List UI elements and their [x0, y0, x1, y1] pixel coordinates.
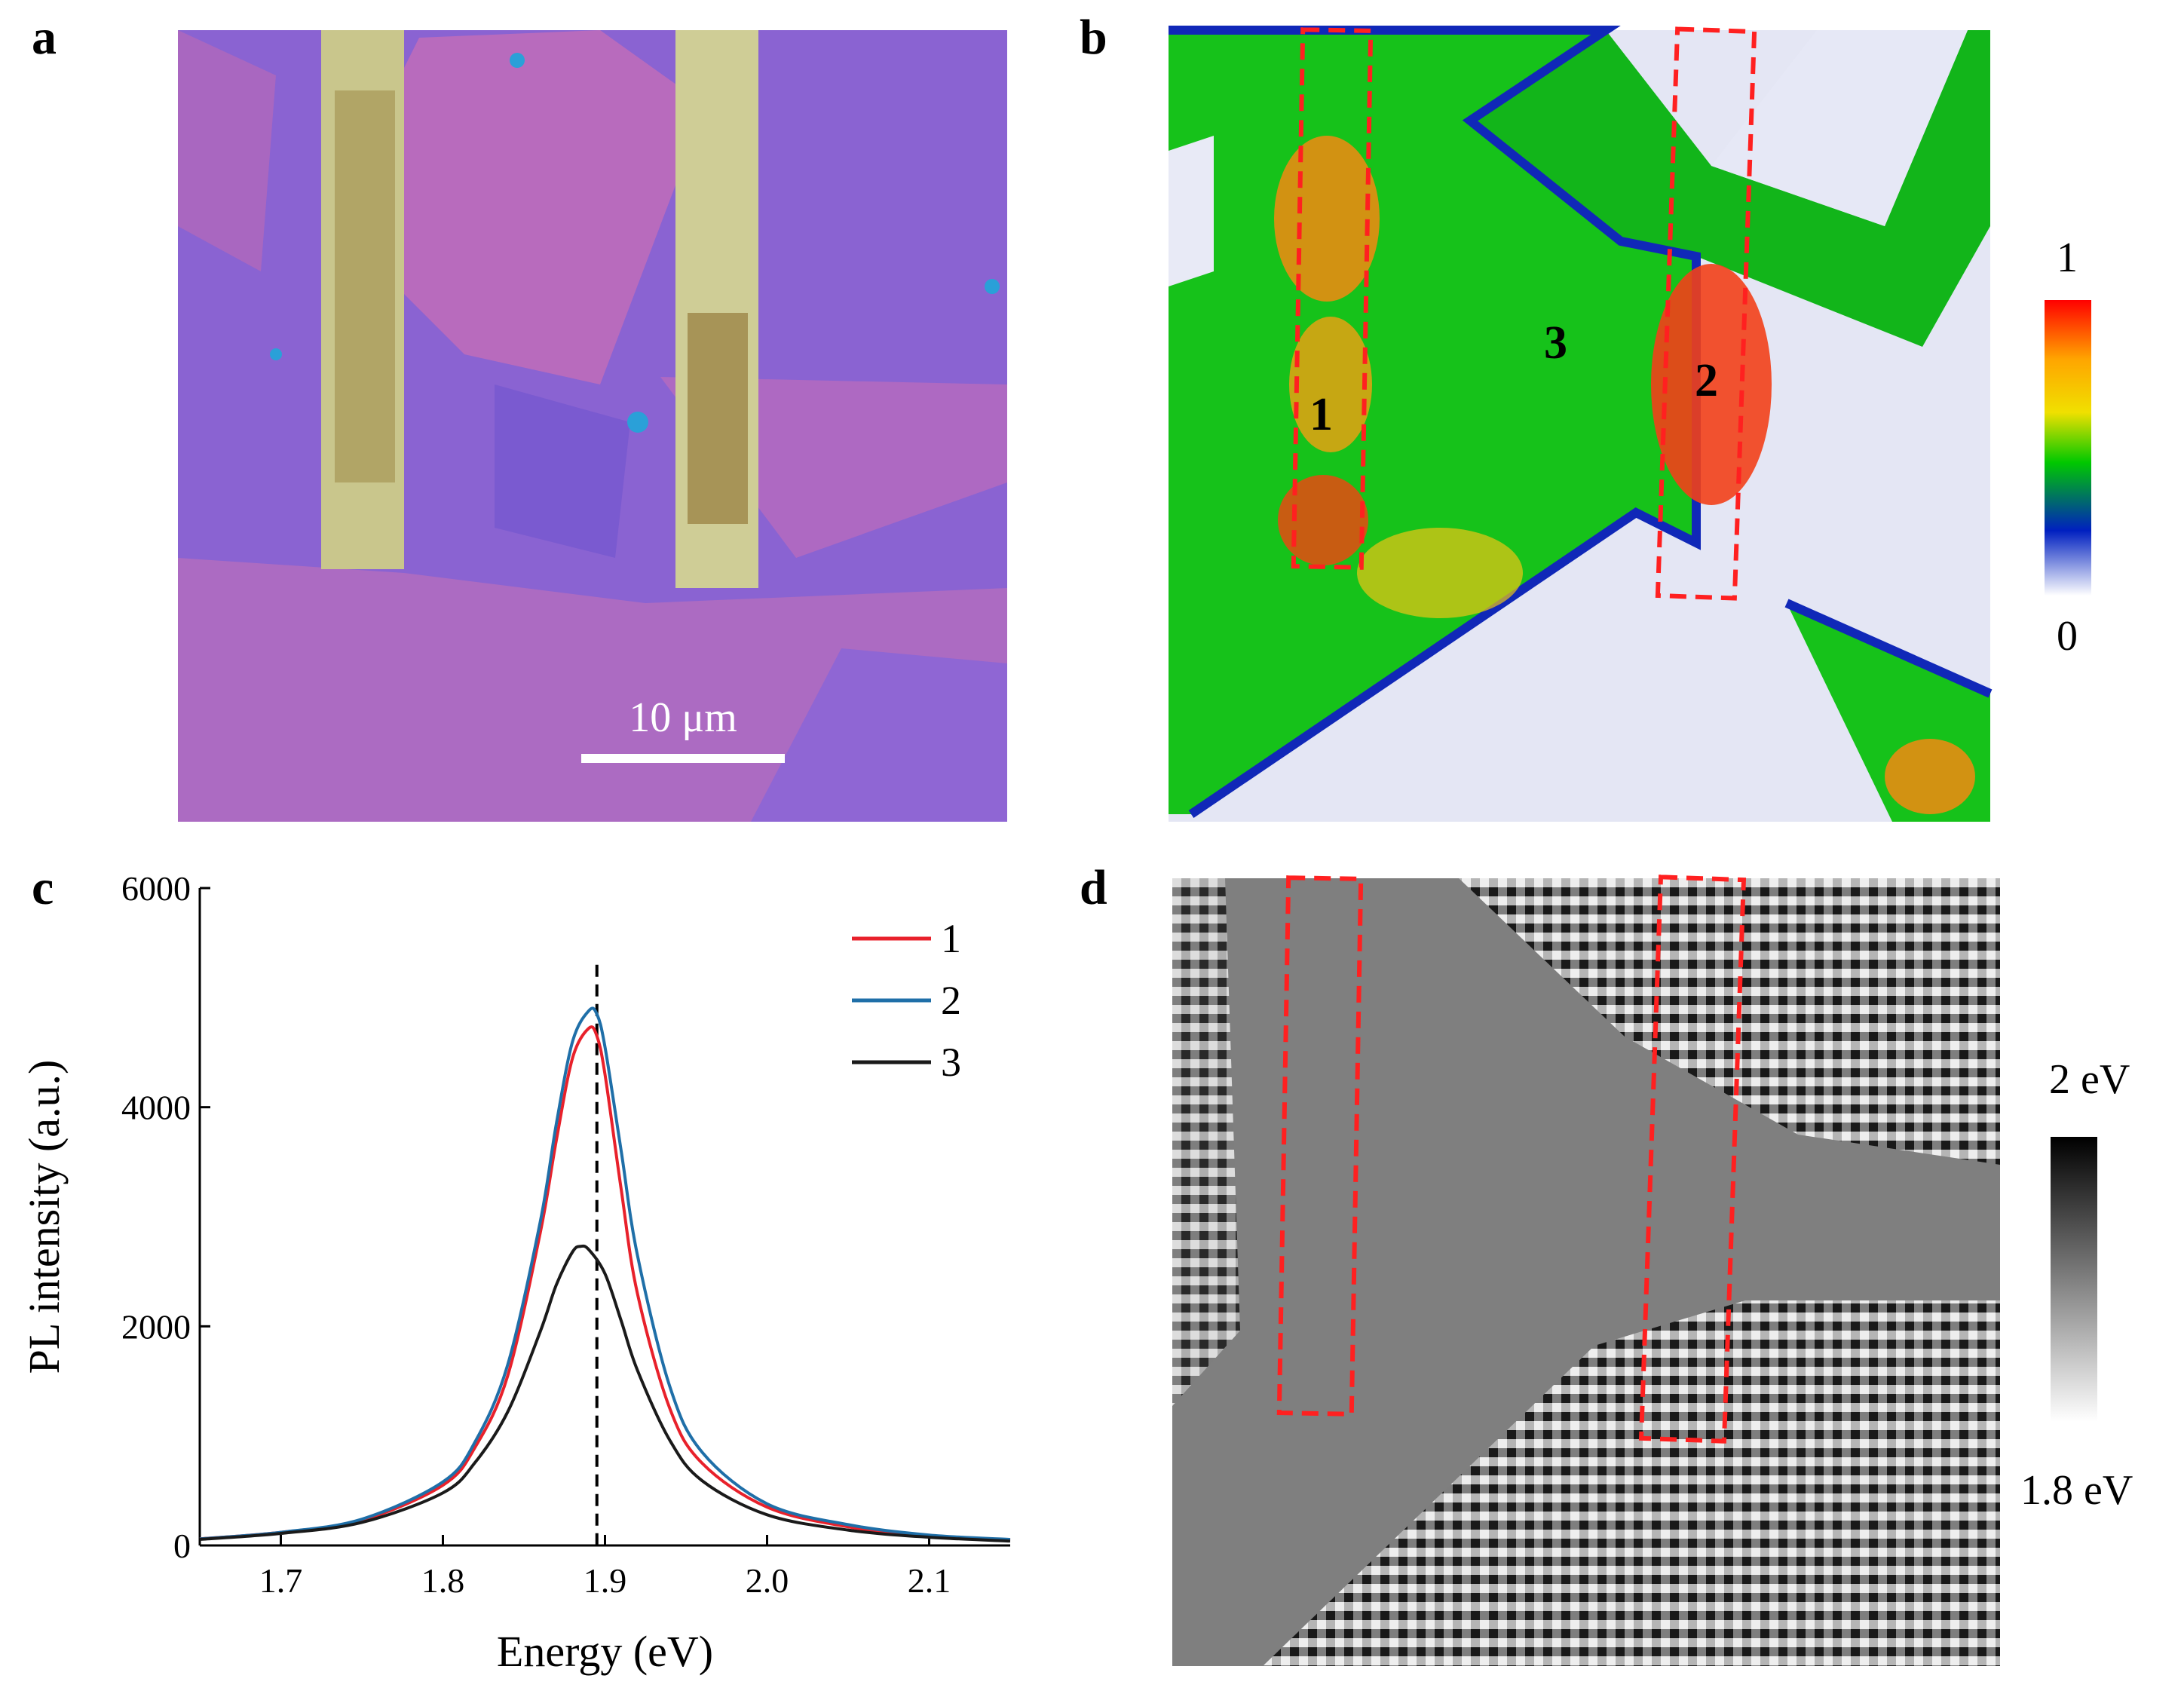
noisy-region-bottom [1263, 1300, 2000, 1666]
x-tick-label: 1.9 [584, 1561, 627, 1600]
region-label-1: 1 [1309, 389, 1333, 440]
pl-spectra-chart: 1.7 1.8 1.9 2.0 2.1 0 2000 4000 6000 Energy (eV) P… [20, 869, 1011, 1676]
pl-intensity-map [1169, 26, 1993, 822]
legend-label-1: 1 [941, 916, 961, 961]
panel-label-d: d [1080, 860, 1107, 915]
scale-bar-label: 10 μm [629, 694, 737, 741]
region-label-2: 2 [1695, 355, 1718, 406]
panel-label-a: a [32, 10, 57, 65]
region-box-2-d [1638, 875, 1747, 1444]
colorbar-d-max: 2 eV [2049, 1056, 2130, 1103]
x-tick-label: 2.1 [908, 1561, 951, 1600]
x-tick-label: 1.8 [421, 1561, 465, 1600]
x-tick-label: 2.0 [746, 1561, 789, 1600]
y-tick-label: 0 [173, 1527, 191, 1565]
legend-label-2: 2 [941, 978, 961, 1023]
x-axis-label: Energy (eV) [497, 1627, 713, 1676]
colorbar-b-max: 1 [2057, 234, 2078, 281]
y-tick-label: 6000 [121, 869, 191, 908]
series-line-1 [199, 1025, 1011, 1542]
flake-region [329, 30, 706, 384]
colorbar-d-min: 1.8 eV [2020, 1467, 2133, 1514]
peak-energy-map [1172, 875, 2000, 1666]
region-box-1-d [1276, 875, 1364, 1417]
colorbar-b-min: 0 [2057, 613, 2078, 660]
optical-micrograph [178, 30, 1007, 822]
series-line-3 [199, 1244, 1011, 1543]
y-tick-label: 2000 [121, 1307, 191, 1346]
panel-label-b: b [1080, 10, 1107, 65]
series-line-2 [199, 1006, 1011, 1542]
intensity-colorbar [2045, 300, 2091, 596]
x-tick-label: 1.7 [259, 1561, 303, 1600]
y-axis-label: PL intensity (a.u.) [20, 1060, 69, 1374]
legend-label-3: 3 [941, 1040, 961, 1085]
region-label-3: 3 [1544, 317, 1567, 369]
region-box-1 [1291, 27, 1374, 570]
energy-colorbar [2051, 1137, 2097, 1422]
noisy-region-top [1459, 878, 2000, 1165]
y-tick-label: 4000 [121, 1089, 191, 1127]
region-box-2 [1655, 26, 1757, 601]
scale-bar [581, 754, 785, 763]
panel-label-c: c [32, 860, 54, 915]
